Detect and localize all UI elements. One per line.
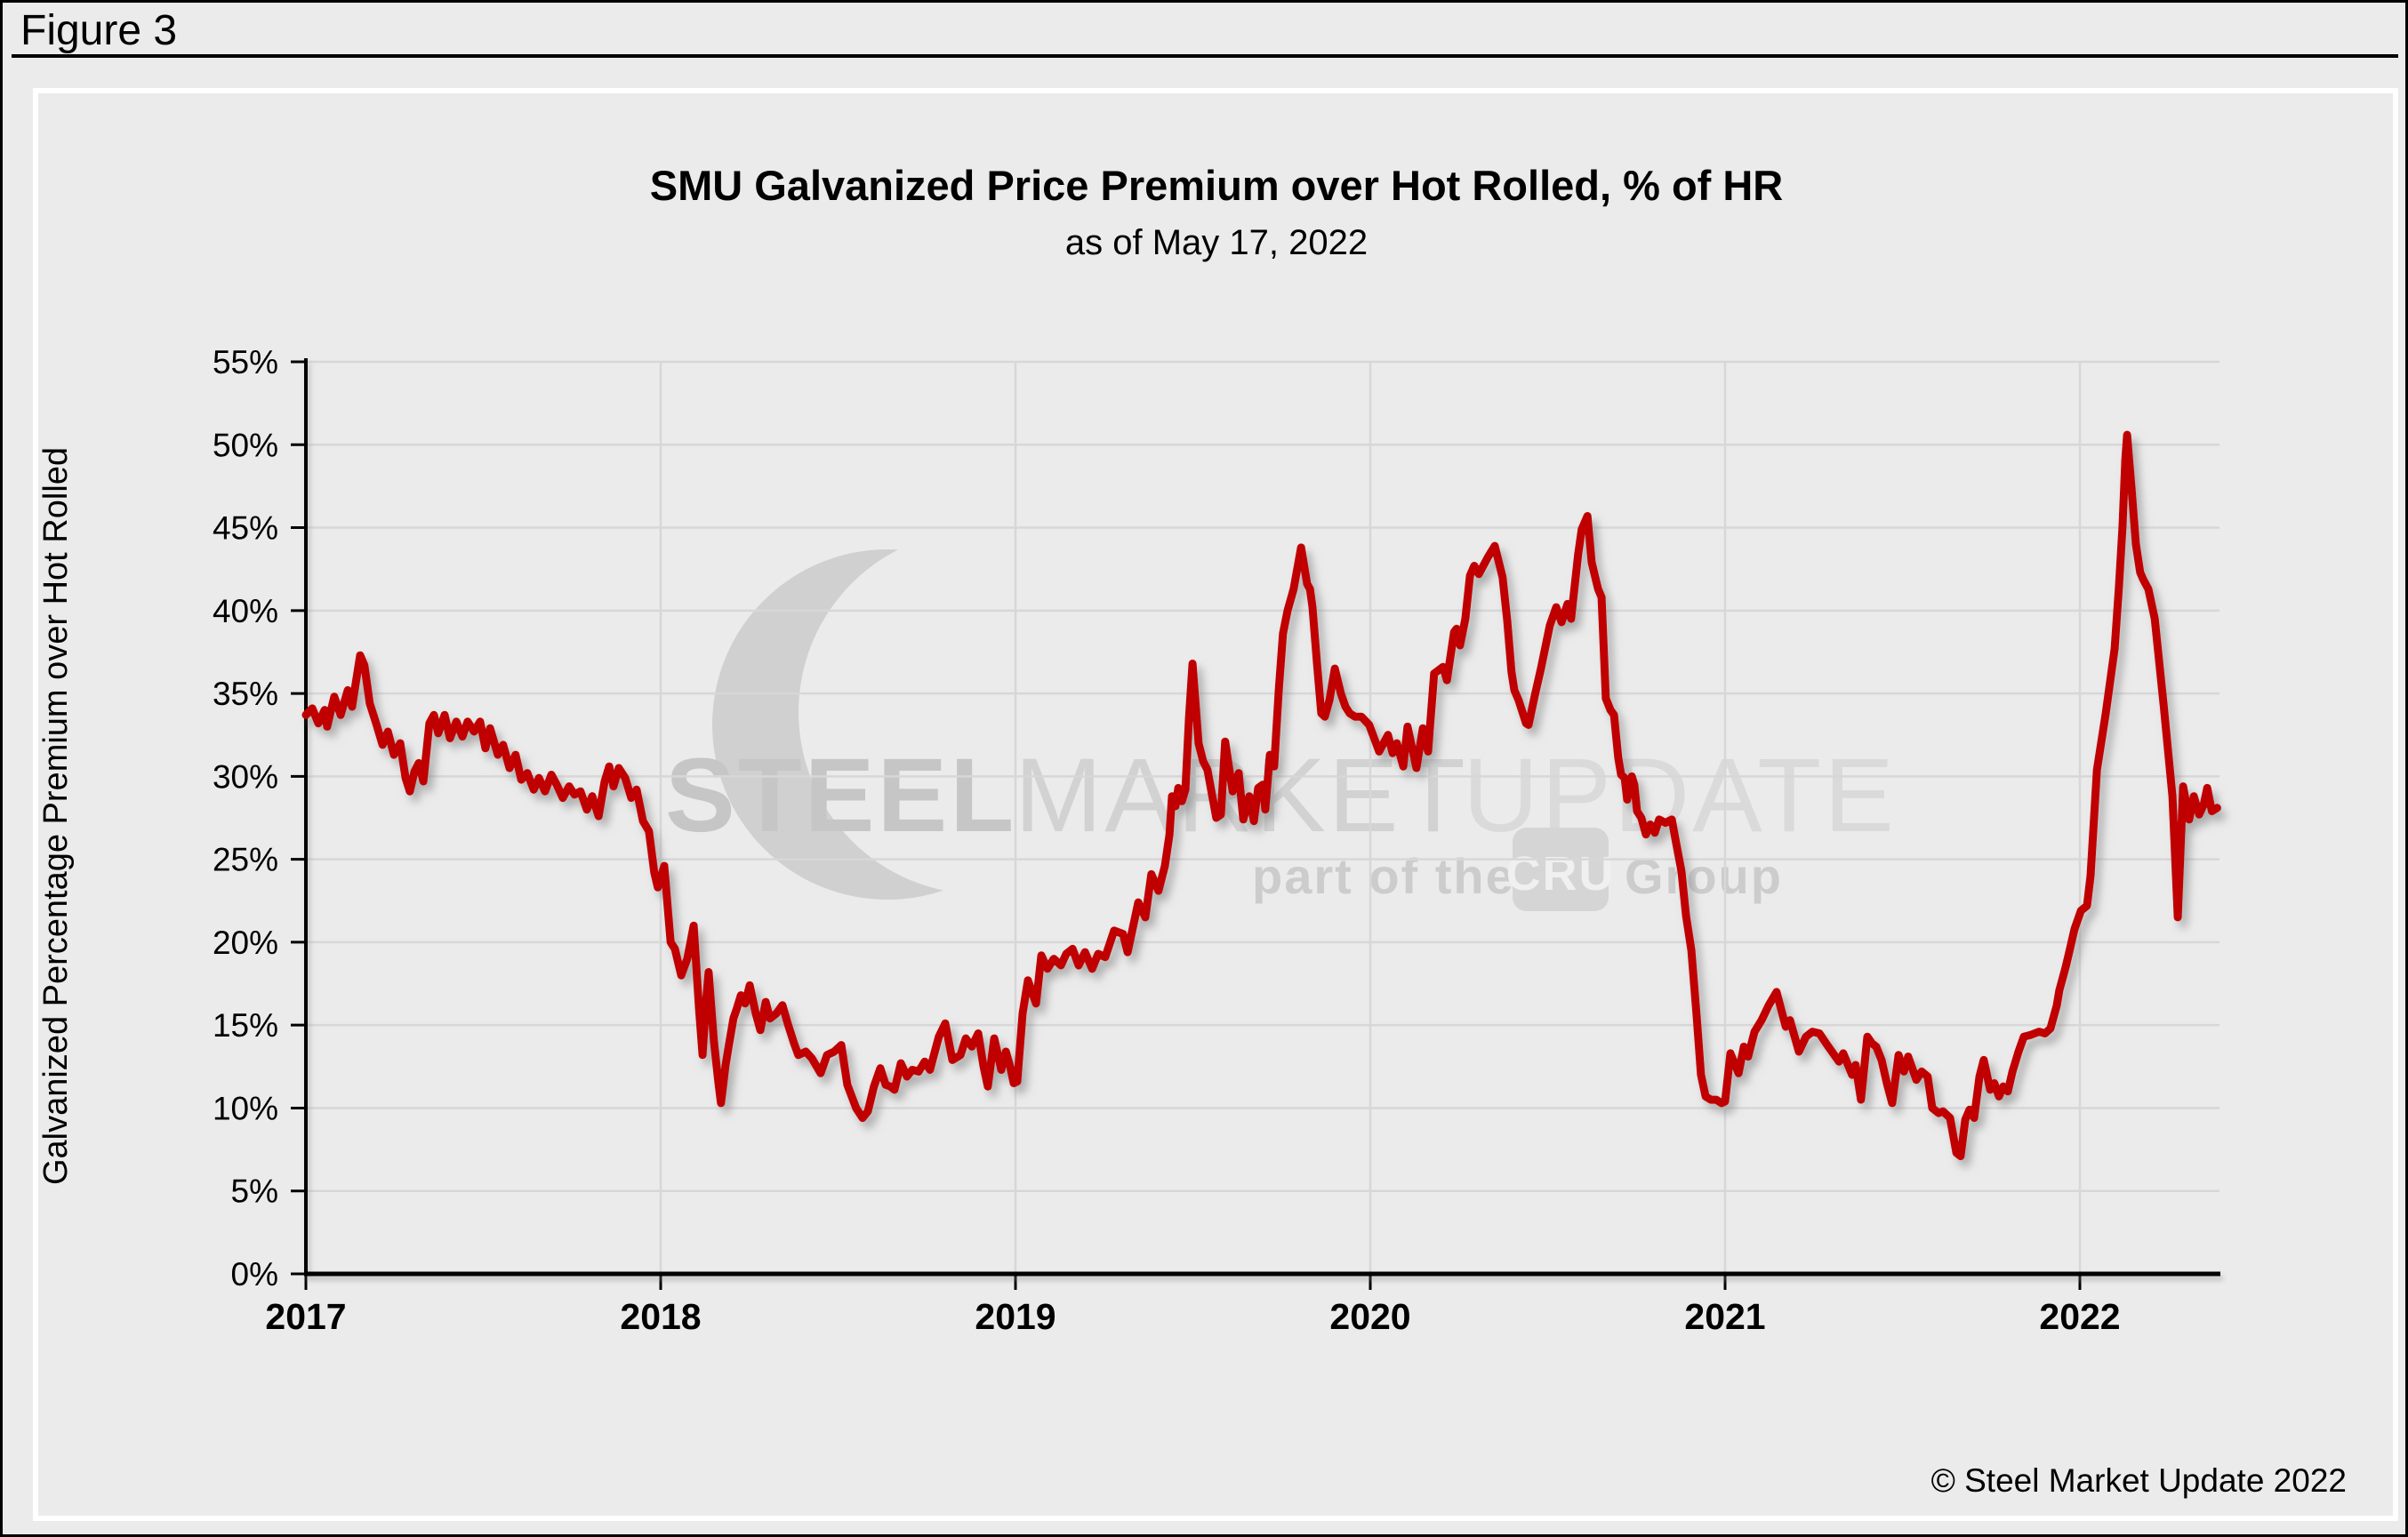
- y-tick-label: 45%: [213, 510, 278, 547]
- copyright: © Steel Market Update 2022: [1930, 1462, 2347, 1499]
- y-tick-label: 10%: [213, 1090, 278, 1126]
- y-tick-label: 25%: [213, 842, 278, 878]
- y-tick-label: 5%: [231, 1173, 278, 1210]
- watermark-tagline-suffix: Group: [1625, 848, 1783, 904]
- figure-label: Figure 3: [20, 7, 178, 54]
- watermark-cru-box: [1513, 828, 1609, 911]
- y-tick-label: 0%: [231, 1256, 278, 1293]
- axis-tick-labels: 0% 5% 10% 15% 20% 25% 30% 35% 40% 45% 50% 55% 2017 20…: [213, 344, 2121, 1337]
- axis-ticks: [291, 360, 2082, 1290]
- y-tick-label: 30%: [213, 758, 278, 795]
- watermark: STEEL MARKET UPDATE part of the CRU Grou…: [665, 549, 1894, 911]
- header-rule: [12, 54, 2398, 58]
- chart-title: SMU Galvanized Price Premium over Hot Ro…: [649, 162, 1784, 209]
- x-tick-label: 2017: [265, 1296, 346, 1337]
- y-tick-label: 55%: [213, 344, 278, 380]
- y-tick-label: 15%: [213, 1007, 278, 1044]
- x-tick-label: 2019: [975, 1296, 1056, 1337]
- chart-subtitle: as of May 17, 2022: [1064, 223, 1369, 262]
- y-tick-label: 40%: [213, 593, 278, 629]
- watermark-tagline-prefix: part of the: [1252, 848, 1515, 904]
- watermark-brand-bold: STEEL: [665, 737, 1016, 854]
- gridlines: [306, 360, 2219, 1274]
- x-tick-label: 2020: [1329, 1296, 1410, 1337]
- watermark-crescent-icon: [712, 549, 1063, 900]
- x-tick-label: 2022: [2039, 1296, 2120, 1337]
- y-tick-label: 35%: [213, 676, 278, 712]
- y-axis-title: Galvanized Percentage Premium over Hot R…: [37, 447, 75, 1185]
- chart-svg: STEEL MARKET UPDATE part of the CRU Grou…: [37, 344, 2221, 1337]
- y-tick-label: 50%: [213, 427, 278, 463]
- y-tick-label: 20%: [213, 925, 278, 961]
- x-tick-label: 2021: [1684, 1296, 1765, 1337]
- data-line: [301, 430, 2221, 1161]
- watermark-tagline-box: CRU: [1506, 847, 1616, 901]
- x-tick-label: 2018: [620, 1296, 701, 1337]
